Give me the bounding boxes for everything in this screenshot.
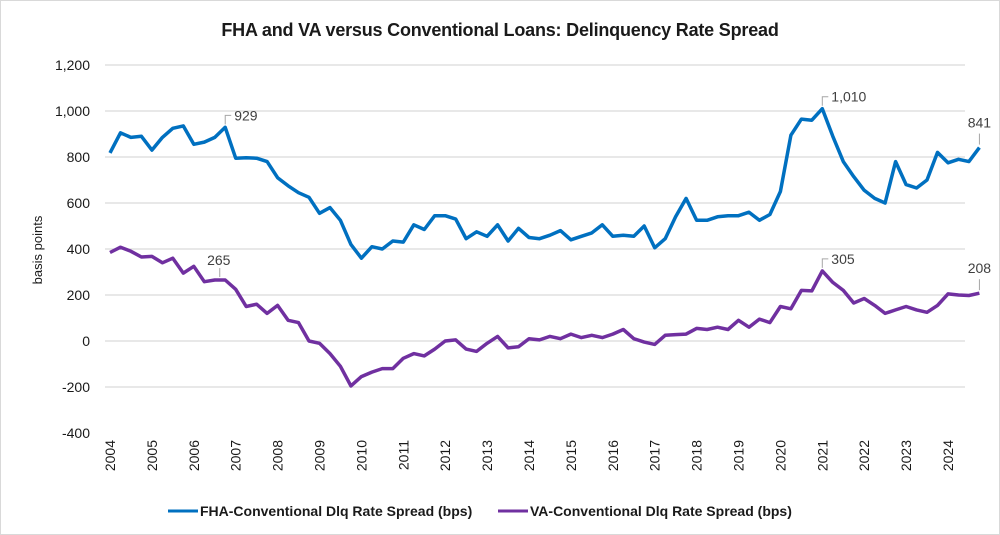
x-tick-label: 2018 <box>689 440 705 471</box>
y-tick-label: 1,200 <box>55 57 90 73</box>
x-tick-label: 2010 <box>353 440 369 471</box>
x-tick-label: 2023 <box>898 440 914 471</box>
y-axis-label: basis points <box>30 215 45 284</box>
x-tick-label: 2021 <box>814 440 830 471</box>
x-tick-label: 2020 <box>772 440 788 471</box>
data-label-va: 305 <box>831 251 855 267</box>
y-tick-label: 600 <box>67 195 91 211</box>
y-tick-label: 1,000 <box>55 103 90 119</box>
leader-line <box>821 96 829 106</box>
x-tick-label: 2011 <box>395 440 411 470</box>
x-tick-label: 2005 <box>144 440 160 471</box>
x-tick-label: 2012 <box>437 440 453 471</box>
data-label-fha: 841 <box>968 115 992 131</box>
y-tick-label: 200 <box>67 287 91 303</box>
y-axis-ticks: -400 -200 0 200 400 600 800 1,000 1,200 <box>55 57 90 441</box>
x-tick-label: 2004 <box>102 440 118 471</box>
y-tick-label: -200 <box>62 379 90 395</box>
legend-label-va: VA-Conventional Dlq Rate Spread (bps) <box>530 503 792 519</box>
leader-line <box>821 258 829 268</box>
data-label-va: 265 <box>207 252 231 268</box>
legend-label-fha: FHA-Conventional Dlq Rate Spread (bps) <box>200 503 472 519</box>
x-tick-label: 2007 <box>228 440 244 471</box>
x-tick-label: 2022 <box>856 440 872 471</box>
legend: FHA-Conventional Dlq Rate Spread (bps) V… <box>168 503 792 519</box>
x-tick-label: 2019 <box>731 440 747 471</box>
x-tick-label: 2009 <box>312 440 328 471</box>
y-tick-label: 800 <box>67 149 91 165</box>
data-labels: 929 1,010 841 265 305 208 <box>207 89 992 291</box>
chart-title: FHA and VA versus Conventional Loans: De… <box>221 20 779 40</box>
y-tick-label: -400 <box>62 425 90 441</box>
x-tick-label: 2013 <box>479 440 495 471</box>
x-axis-ticks: 2004 2005 2006 2007 2008 2009 2010 2011 2012 2013… <box>102 440 956 471</box>
data-label-va: 208 <box>968 260 992 276</box>
y-tick-label: 0 <box>82 333 90 349</box>
x-tick-label: 2024 <box>940 440 956 471</box>
x-tick-label: 2006 <box>186 440 202 471</box>
x-tick-label: 2017 <box>647 440 663 471</box>
data-label-fha: 929 <box>234 107 258 123</box>
x-tick-label: 2015 <box>563 440 579 471</box>
leader-line <box>224 114 232 125</box>
x-tick-label: 2008 <box>270 440 286 471</box>
x-tick-label: 2014 <box>521 440 537 471</box>
x-tick-label: 2016 <box>605 440 621 471</box>
data-label-fha: 1,010 <box>831 89 866 105</box>
series-lines <box>108 106 981 388</box>
series-line-fha <box>108 106 981 260</box>
y-tick-label: 400 <box>67 241 91 257</box>
series-line-va <box>109 245 980 388</box>
